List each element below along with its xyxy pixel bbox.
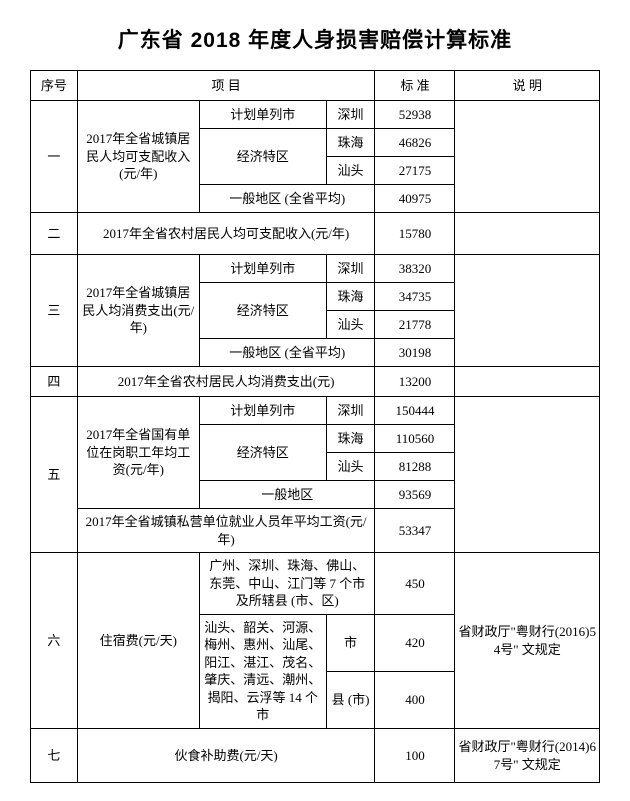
- seq-1: 一: [31, 101, 78, 213]
- comp-table: 序号 项 目 标 准 说 明 一 2017年全省城镇居民人均可支配收入(元/年)…: [30, 70, 600, 783]
- c5v3: 81288: [375, 453, 455, 481]
- c3r1b: 深圳: [326, 255, 375, 283]
- c5extra: 2017年全省城镇私营单位就业人员年平均工资(元/年): [77, 509, 375, 553]
- c3r2b: 珠海: [326, 283, 375, 311]
- c3v1: 38320: [375, 255, 455, 283]
- c3note: [455, 255, 600, 367]
- item-1: 2017年全省城镇居民人均可支配收入(元/年): [77, 101, 199, 213]
- item-3: 2017年全省城镇居民人均消费支出(元/年): [77, 255, 199, 367]
- c1r1b: 深圳: [326, 101, 375, 129]
- c3r4: 一般地区 (全省平均): [199, 339, 375, 367]
- seq-6: 六: [31, 553, 78, 729]
- c1note: [455, 101, 600, 213]
- th-seq: 序号: [31, 71, 78, 101]
- th-item: 项 目: [77, 71, 375, 101]
- c3r1a: 计划单列市: [199, 255, 326, 283]
- item-4: 2017年全省农村居民人均消费支出(元): [77, 367, 375, 397]
- c6v2: 420: [375, 614, 455, 671]
- c3v3: 21778: [375, 311, 455, 339]
- c5r1a: 计划单列市: [199, 397, 326, 425]
- item-5: 2017年全省国有单位在岗职工年均工资(元/年): [77, 397, 199, 509]
- c6v1: 450: [375, 553, 455, 615]
- c1r2a: 经济特区: [199, 129, 326, 185]
- c1v2: 46826: [375, 129, 455, 157]
- c1r4: 一般地区 (全省平均): [199, 185, 375, 213]
- seq-5: 五: [31, 397, 78, 553]
- c5r3b: 汕头: [326, 453, 375, 481]
- c4v: 13200: [375, 367, 455, 397]
- c5note: [455, 397, 600, 553]
- c1v3: 27175: [375, 157, 455, 185]
- seq-7: 七: [31, 729, 78, 783]
- c5ve: 53347: [375, 509, 455, 553]
- c2note: [455, 213, 600, 255]
- th-std: 标 准: [375, 71, 455, 101]
- c2v: 15780: [375, 213, 455, 255]
- item-6: 住宿费(元/天): [77, 553, 199, 729]
- c5r2b: 珠海: [326, 425, 375, 453]
- page-title: 广东省 2018 年度人身损害赔偿计算标准: [30, 24, 600, 54]
- c6v3: 400: [375, 671, 455, 728]
- seq-4: 四: [31, 367, 78, 397]
- c3r2a: 经济特区: [199, 283, 326, 339]
- c5r2a: 经济特区: [199, 425, 326, 481]
- c5v4: 93569: [375, 481, 455, 509]
- th-note: 说 明: [455, 71, 600, 101]
- c3r3b: 汕头: [326, 311, 375, 339]
- c5v2: 110560: [375, 425, 455, 453]
- item-7: 伙食补助费(元/天): [77, 729, 375, 783]
- c7v: 100: [375, 729, 455, 783]
- c6note: 省财政厅"粤财行(2016)54号" 文规定: [455, 553, 600, 729]
- c3v4: 30198: [375, 339, 455, 367]
- c4note: [455, 367, 600, 397]
- c6r2: 汕头、韶关、河源、梅州、惠州、汕尾、阳江、湛江、茂名、肇庆、清远、潮州、揭阳、云…: [199, 614, 326, 728]
- c6r2b: 市: [326, 614, 375, 671]
- c1r3b: 汕头: [326, 157, 375, 185]
- c1v4: 40975: [375, 185, 455, 213]
- c1r1a: 计划单列市: [199, 101, 326, 129]
- c7note: 省财政厅"粤财行(2014)67号" 文规定: [455, 729, 600, 783]
- item-2: 2017年全省农村居民人均可支配收入(元/年): [77, 213, 375, 255]
- c6r3b: 县 (市): [326, 671, 375, 728]
- seq-2: 二: [31, 213, 78, 255]
- c1r2b: 珠海: [326, 129, 375, 157]
- c5r4: 一般地区: [199, 481, 375, 509]
- c1v1: 52938: [375, 101, 455, 129]
- c5r1b: 深圳: [326, 397, 375, 425]
- c5v1: 150444: [375, 397, 455, 425]
- c3v2: 34735: [375, 283, 455, 311]
- c6r1: 广州、深圳、珠海、佛山、东莞、中山、江门等 7 个市及所辖县 (市、区): [199, 553, 375, 615]
- seq-3: 三: [31, 255, 78, 367]
